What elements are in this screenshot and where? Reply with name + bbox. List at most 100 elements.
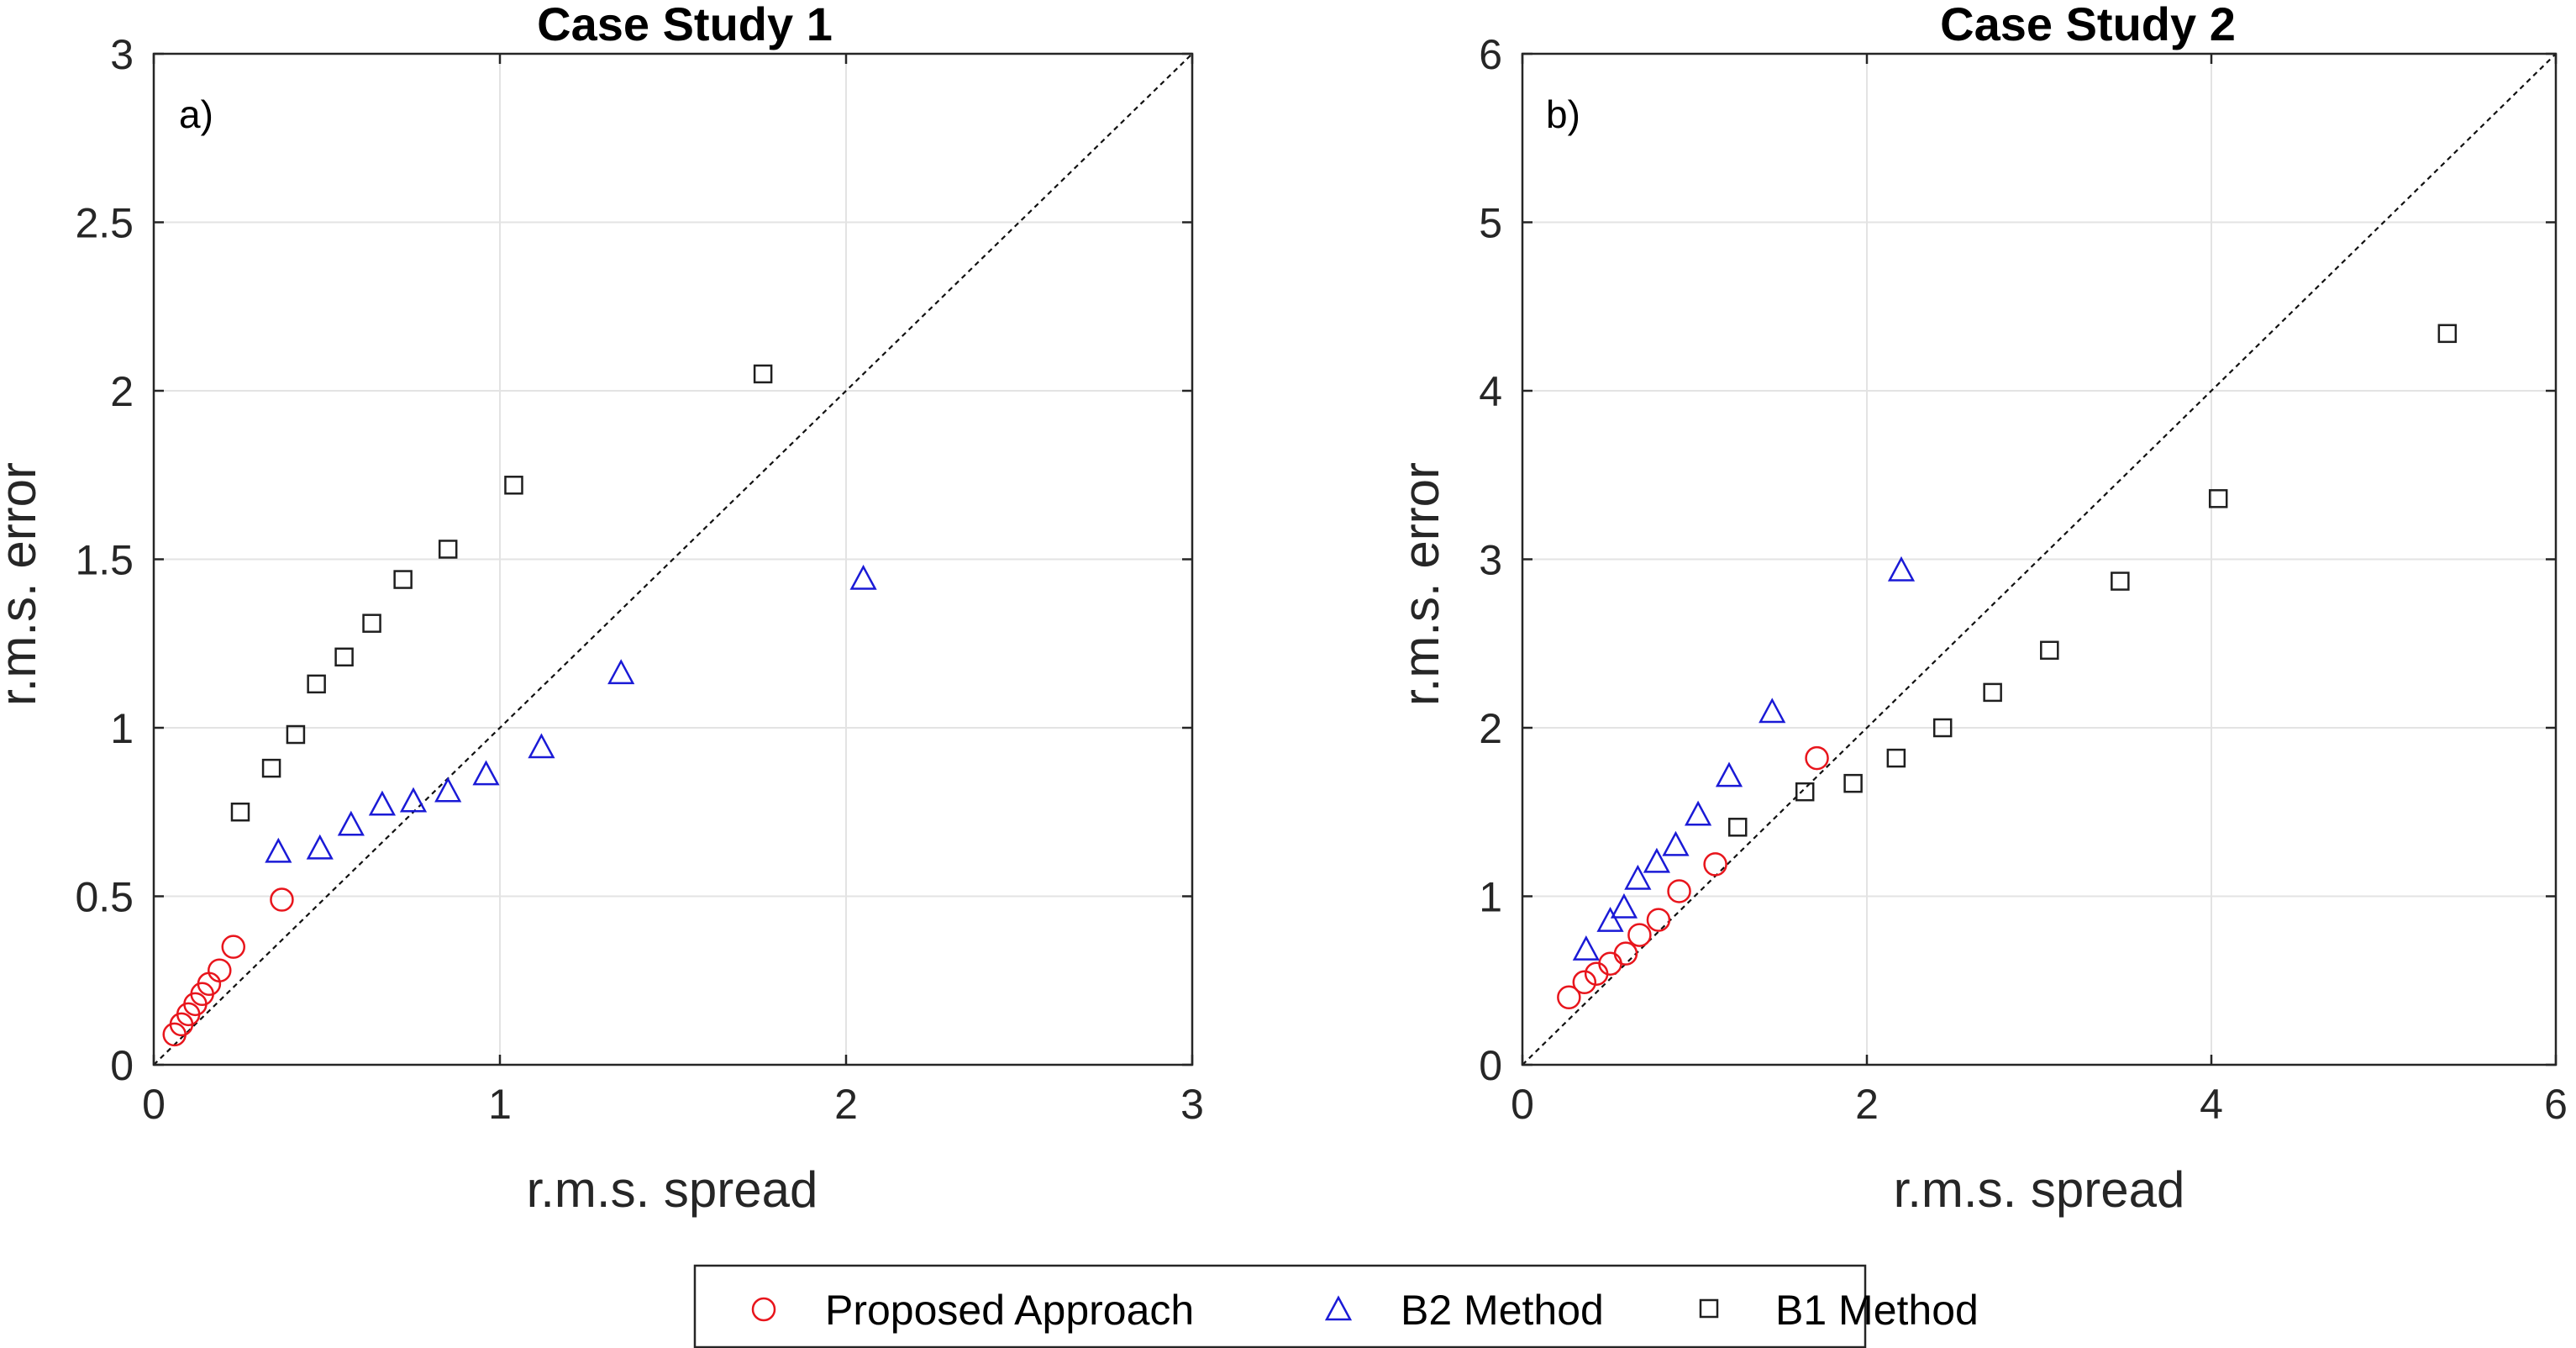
chart-title-1: Case Study 1 — [537, 0, 833, 50]
point-b2-method — [1624, 864, 1652, 890]
point-b2-method — [1572, 935, 1600, 961]
point-proposed-approach — [270, 887, 294, 912]
point-b2-method — [306, 834, 334, 860]
x-tick-label: 3 — [1180, 1081, 1204, 1128]
point-b2-method — [1596, 906, 1624, 932]
y-tick-label: 5 — [1479, 200, 1502, 247]
point-proposed-approach — [221, 935, 246, 959]
markers-2 — [1557, 324, 2458, 1010]
y-tick-label: 2.5 — [75, 200, 134, 247]
y-tick-label: 1 — [1479, 874, 1502, 921]
y-tick-label: 1 — [110, 705, 134, 752]
point-proposed-approach — [1627, 923, 1652, 947]
point-b1-method — [1886, 748, 1906, 768]
markers-1 — [162, 364, 877, 1047]
point-b1-method — [261, 758, 281, 778]
reference-line-1 — [153, 53, 1193, 1066]
point-b1-method — [230, 803, 250, 822]
x-ticks-2: 0 2 4 6 — [1511, 54, 2568, 1128]
x-tick-label: 2 — [834, 1081, 858, 1128]
point-b2-method — [472, 760, 500, 786]
y-tick-label: 1.5 — [75, 537, 134, 584]
y-tick-label: 0 — [1479, 1042, 1502, 1089]
point-b2-method — [528, 733, 555, 759]
legend-label-proposed: Proposed Approach — [825, 1287, 1194, 1334]
point-proposed-approach — [1613, 941, 1638, 966]
point-proposed-approach — [208, 958, 232, 982]
point-b2-method — [337, 810, 365, 836]
point-b1-method — [1728, 818, 1748, 837]
y-axis-label-2: r.m.s. error — [1393, 462, 1449, 706]
x-tick-label: 4 — [2200, 1081, 2223, 1128]
legend-marker-b1 — [1699, 1298, 1719, 1319]
point-b2-method — [607, 659, 635, 685]
legend-label-b2: B2 Method — [1401, 1287, 1604, 1334]
point-proposed-approach — [1667, 879, 1691, 903]
point-b1-method — [286, 724, 306, 745]
point-b2-method — [1610, 893, 1638, 919]
point-proposed-approach — [1557, 985, 1581, 1010]
reference-line-yx — [1522, 53, 2557, 1066]
panel-label-b: b) — [1546, 92, 1580, 136]
y-tick-label: 4 — [1479, 368, 1502, 415]
point-b1-method — [2437, 324, 2458, 344]
y-ticks-2: 0 1 2 3 4 5 6 — [1479, 31, 2556, 1089]
point-b2-method — [368, 790, 397, 816]
point-b2-method — [1759, 698, 1786, 724]
chart-title-2: Case Study 2 — [1940, 0, 2236, 50]
point-b2-method — [434, 777, 462, 803]
x-ticks-1: 0 1 2 3 — [142, 54, 1204, 1128]
x-tick-label: 0 — [1511, 1081, 1534, 1128]
chart-case-study-2: 0 2 4 6 0 1 2 3 4 5 6 Case Study 2 b) r.m.s. spre… — [1393, 0, 2568, 1218]
legend-marker-b2 — [1324, 1295, 1353, 1321]
x-tick-label: 2 — [1855, 1081, 1879, 1128]
point-b1-method — [753, 364, 773, 384]
point-b2-method — [399, 787, 428, 813]
y-tick-label: 3 — [110, 31, 134, 78]
legend-label-b1: B1 Method — [1775, 1287, 1979, 1334]
point-b2-method — [849, 564, 877, 590]
point-b1-method — [393, 570, 413, 589]
point-b1-method — [2040, 640, 2059, 661]
x-tick-label: 6 — [2544, 1081, 2568, 1128]
point-b1-method — [1795, 782, 1815, 802]
point-b2-method — [1643, 847, 1670, 873]
legend-box — [693, 1264, 1867, 1348]
point-b1-method — [307, 674, 326, 694]
point-b2-method — [1715, 761, 1743, 787]
y-tick-label: 0.5 — [75, 874, 134, 921]
x-axis-label-1: r.m.s. spread — [527, 1161, 818, 1218]
y-tick-label: 2 — [1479, 705, 1502, 752]
point-proposed-approach — [1703, 852, 1727, 877]
y-tick-label: 3 — [1479, 537, 1502, 584]
point-b1-method — [438, 540, 458, 559]
x-tick-label: 1 — [488, 1081, 512, 1128]
y-ticks-1: 0 0.5 1 1.5 2 2.5 3 — [75, 31, 1192, 1089]
x-axis-label-2: r.m.s. spread — [1894, 1161, 2185, 1218]
point-b1-method — [1932, 718, 1953, 738]
point-proposed-approach — [1572, 970, 1597, 995]
point-b2-method — [1662, 830, 1690, 856]
y-tick-label: 0 — [110, 1042, 134, 1089]
reference-line-yx — [153, 53, 1193, 1066]
point-b1-method — [504, 476, 523, 495]
point-proposed-approach — [1646, 908, 1671, 932]
point-b1-method — [1983, 682, 2002, 703]
legend: Proposed Approach B2 Method B1 Method — [693, 1264, 1979, 1348]
panel-label-a: a) — [179, 92, 213, 136]
reference-line-2 — [1522, 53, 2557, 1066]
chart-case-study-1: 0 1 2 3 0 0.5 1 1.5 2 2.5 3 Case Study 1 a) r.m.s… — [0, 0, 1204, 1218]
legend-marker-proposed — [751, 1297, 776, 1322]
point-proposed-approach — [1805, 745, 1829, 771]
y-tick-label: 6 — [1479, 31, 1502, 78]
point-b1-method — [2208, 489, 2228, 508]
y-axis-label-1: r.m.s. error — [0, 462, 46, 706]
point-b2-method — [1685, 800, 1712, 826]
x-tick-label: 0 — [142, 1081, 166, 1128]
point-b1-method — [334, 647, 354, 667]
y-tick-label: 2 — [110, 368, 134, 415]
point-b2-method — [1887, 556, 1916, 582]
point-b2-method — [265, 837, 292, 863]
